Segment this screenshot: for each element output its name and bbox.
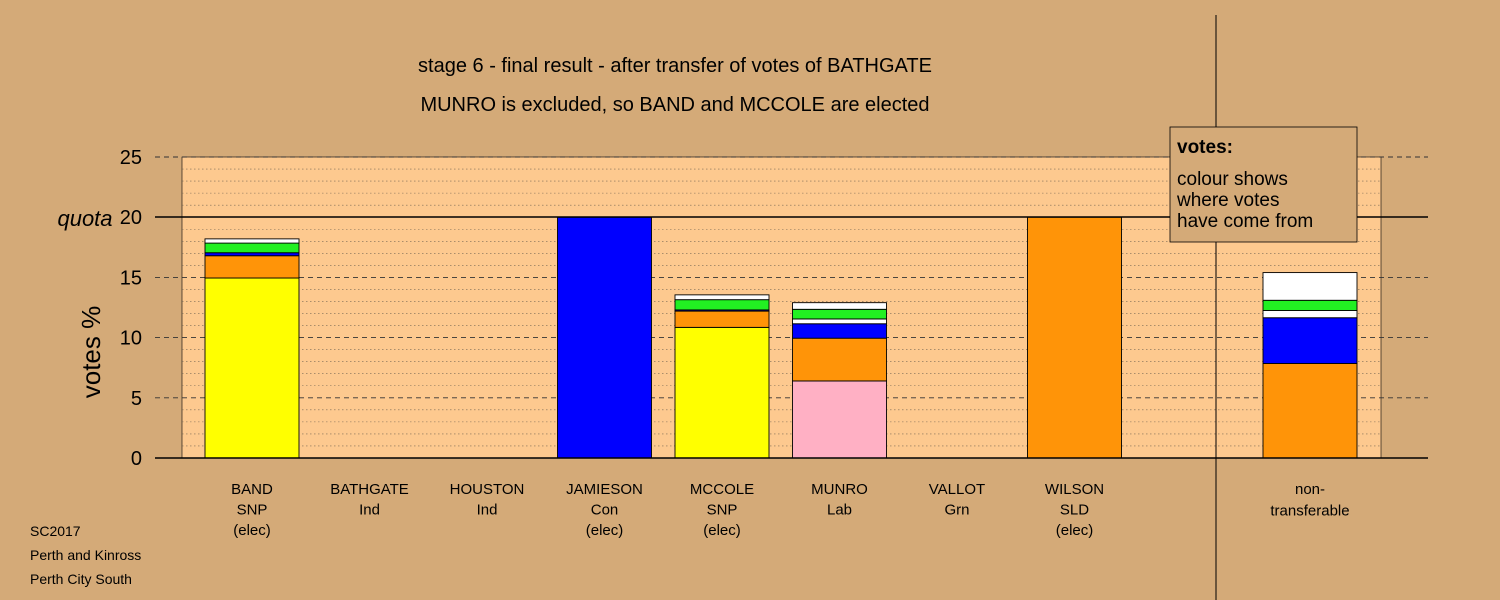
bar-band-segment-con	[204, 252, 300, 257]
y-tick-label: 25	[120, 147, 142, 169]
x-axis-labels: BAND SNP (elec) BATHGATE Ind HOUSTON Ind JAMIES…	[231, 481, 1349, 539]
footer-line-1: SC2017	[30, 523, 81, 539]
x-label-munro-1: Lab	[827, 502, 852, 519]
legend-frame	[1169, 126, 1358, 243]
bar-non-transferable-segment-ind	[1262, 310, 1358, 319]
footer-info: SC2017 Perth and Kinross Perth City Sout…	[30, 523, 141, 587]
bar-mccole-segment-grn	[674, 299, 770, 311]
bar-non-transferable-segment-grn	[1262, 299, 1358, 311]
legend-line-2: where votes	[1176, 190, 1279, 211]
footer-line-2: Perth and Kinross	[30, 547, 141, 563]
bar-wilson-segment-sld	[1027, 216, 1122, 459]
bar-munro-segment-ind	[792, 318, 887, 325]
x-label-non-transferable-0: non-	[1295, 481, 1325, 498]
y-tick-label: 5	[131, 388, 142, 410]
bar-munro-segment-grn	[792, 308, 887, 320]
x-label-mccole-2: (elec)	[703, 522, 741, 539]
y-axis: 0 5 10 15 20 25	[120, 147, 142, 470]
bar-band-segment-grn	[204, 242, 300, 254]
x-label-band-0: BAND	[231, 481, 273, 498]
x-label-jamieson-1: Con	[591, 502, 619, 519]
y-tick-label: 10	[120, 328, 142, 350]
x-label-band-2: (elec)	[233, 522, 271, 539]
bar-mccole-segment-sld	[674, 310, 770, 328]
x-label-mccole-1: SNP	[707, 502, 738, 519]
bar-band-segment-sld	[204, 255, 300, 279]
bar-non-transferable-segment-ind	[1262, 272, 1358, 301]
x-label-houston-0: HOUSTON	[450, 481, 525, 498]
y-axis-label: votes %	[76, 306, 106, 399]
bar-mccole-segment-snp	[674, 326, 770, 459]
x-label-bathgate-0: BATHGATE	[330, 481, 409, 498]
bar-munro-segment-lab	[792, 380, 887, 459]
x-label-non-transferable-1: transferable	[1270, 503, 1349, 520]
bar-mccole-segment-ind	[674, 294, 770, 301]
quota-label: quota	[57, 206, 112, 231]
x-label-vallot-1: Grn	[944, 502, 969, 519]
x-label-munro-0: MUNRO	[811, 481, 868, 498]
chart-subtitle: MUNRO is excluded, so BAND and MCCOLE ar…	[420, 94, 929, 116]
legend-line-3: have come from	[1177, 211, 1313, 232]
legend-box: votes: colour shows where votes have com…	[1169, 126, 1358, 243]
x-label-vallot-0: VALLOT	[929, 481, 985, 498]
x-label-bathgate-1: Ind	[359, 502, 380, 519]
bar-munro-segment-con	[792, 323, 887, 339]
x-label-jamieson-2: (elec)	[586, 522, 624, 539]
bar-non-transferable-segment-con	[1262, 317, 1358, 364]
legend-line-1: colour shows	[1177, 169, 1288, 190]
chart-title: stage 6 - final result - after transfer …	[418, 55, 932, 77]
legend-title: votes:	[1177, 137, 1233, 158]
bar-munro-segment-sld	[792, 337, 887, 382]
x-label-mccole-0: MCCOLE	[690, 481, 754, 498]
x-label-band-1: SNP	[237, 502, 268, 519]
x-label-wilson-1: SLD	[1060, 502, 1089, 519]
bar-munro-segment-ind	[792, 302, 887, 310]
bar-band-segment-ind	[204, 238, 300, 244]
y-tick-label: 0	[131, 448, 142, 470]
x-label-wilson-2: (elec)	[1056, 522, 1094, 539]
bar-band-segment-snp	[204, 277, 300, 459]
bars	[204, 216, 1358, 459]
x-label-jamieson-0: JAMIESON	[566, 481, 643, 498]
y-tick-label: 20	[120, 207, 142, 229]
bar-non-transferable-segment-sld	[1262, 363, 1358, 459]
bar-jamieson-segment-con	[557, 216, 652, 459]
x-label-wilson-0: WILSON	[1045, 481, 1104, 498]
footer-line-3: Perth City South	[30, 571, 132, 587]
y-tick-label: 15	[120, 267, 142, 289]
x-label-houston-1: Ind	[477, 502, 498, 519]
